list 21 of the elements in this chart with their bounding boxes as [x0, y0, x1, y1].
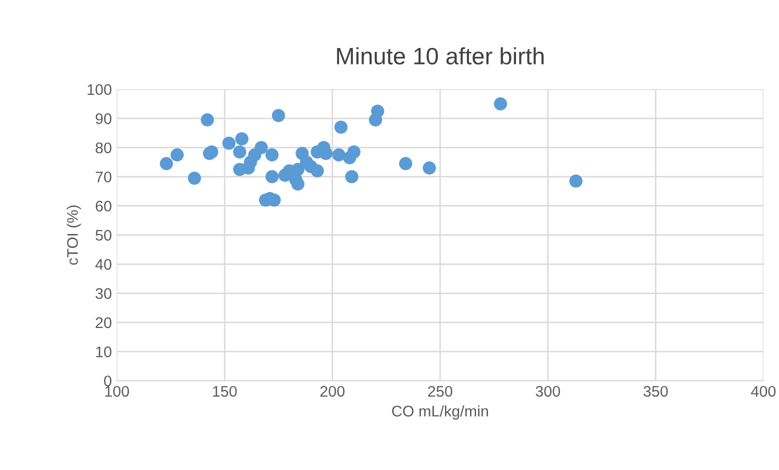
- y-tick-label: 50: [96, 230, 112, 241]
- x-tick-label: 100: [105, 386, 129, 397]
- y-tick-label: 10: [96, 346, 112, 358]
- x-tick-label: 400: [751, 386, 776, 397]
- x-tick-label: 350: [643, 386, 668, 397]
- y-tick-label: 90: [96, 113, 112, 124]
- y-tick-label: 20: [96, 317, 112, 328]
- y-tick-label: 40: [95, 259, 112, 270]
- y-axis-title: cTOI (%): [66, 206, 81, 265]
- x-tick-label: 300: [536, 386, 560, 397]
- x-axis-title: CO mL/kg/min: [392, 405, 488, 420]
- y-tick-label: 60: [96, 200, 112, 212]
- x-tick-label: 250: [428, 386, 452, 397]
- y-tick-label: 80: [96, 142, 112, 154]
- y-tick-label: 0: [104, 376, 112, 386]
- y-tick-label: 30: [96, 288, 112, 299]
- chart-title: Minute 10 after birth: [337, 47, 544, 65]
- x-tick-label: 200: [320, 386, 345, 397]
- y-tick-label: 70: [96, 172, 112, 182]
- x-tick-label: 150: [213, 386, 237, 397]
- y-tick-label: 100: [88, 84, 112, 95]
